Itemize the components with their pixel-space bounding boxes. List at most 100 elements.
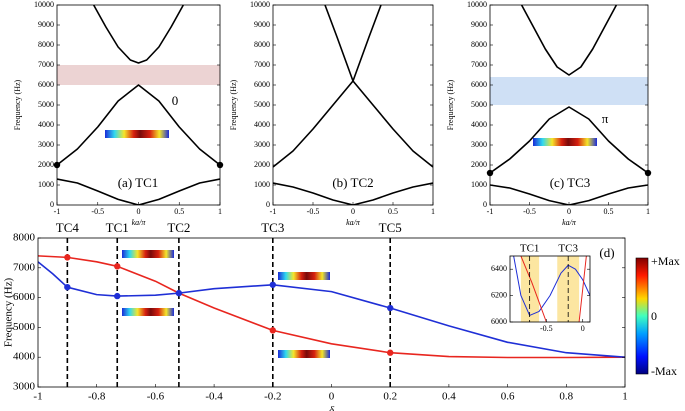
y-tick-label: 3000 [38, 140, 54, 149]
x-tick-label: -1 [33, 390, 42, 402]
x-tick-label: -1 [54, 207, 61, 216]
x-tick-label: 0.8 [559, 390, 573, 402]
x-tick-label: -0.5 [91, 207, 104, 216]
x-tick-label: 0.5 [174, 207, 184, 216]
data-point [269, 327, 276, 334]
y-tick-label: 9000 [38, 20, 54, 29]
mode-shape [278, 272, 330, 280]
x-tick-label: 0 [567, 207, 571, 216]
plot-area [273, 5, 433, 205]
curve [490, 106, 648, 174]
y-tick-label: 3000 [471, 140, 487, 149]
y-tick-label: 8000 [38, 40, 54, 49]
y-tick-label: 6000 [254, 80, 270, 89]
y-axis-label: Frequency (Hz) [446, 79, 455, 130]
x-tick-label: 0.5 [388, 207, 398, 216]
colorbar-label: 0 [651, 309, 657, 323]
plot-area [510, 256, 590, 322]
y-tick-label: 5000 [38, 100, 54, 109]
y-tick-label: 3000 [13, 381, 36, 393]
y-tick-label: 6400 [491, 264, 507, 273]
y-tick-label: 4000 [254, 120, 270, 129]
y-tick-label: 4000 [38, 120, 54, 129]
curve [490, 184, 648, 205]
mode-shape [122, 250, 174, 258]
colorbar-label: -Max [651, 364, 677, 378]
band-gap [490, 77, 648, 105]
y-tick-label: 6000 [13, 291, 36, 303]
plot-area [57, 5, 220, 205]
y-tick-label: 10000 [34, 0, 54, 9]
x-tick-label: -1 [487, 207, 494, 216]
y-tick-label: 6200 [491, 290, 507, 299]
marker-label: TC5 [379, 220, 402, 235]
x-tick-label: 0.5 [604, 207, 614, 216]
y-tick-label: 7000 [471, 60, 487, 69]
x-tick-label: 0 [137, 207, 141, 216]
marker-label: TC1 [520, 243, 540, 255]
y-tick-label: 7000 [38, 60, 54, 69]
y-tick-label: 4000 [13, 351, 36, 363]
y-axis-label: Frequency (Hz) [229, 79, 238, 130]
y-tick-label: 5000 [13, 321, 36, 333]
curve [520, 5, 618, 76]
curve [273, 5, 382, 168]
y-tick-label: 5000 [471, 100, 487, 109]
marker-label: TC2 [167, 220, 190, 235]
x-tick-label: 0 [351, 207, 355, 216]
data-point [114, 292, 121, 300]
x-tick-label: -0.6 [147, 390, 165, 402]
y-tick-label: 7000 [13, 261, 36, 273]
curve [57, 84, 220, 166]
curve [38, 255, 625, 359]
x-tick-label: 1 [218, 207, 222, 216]
colorbar-label: +Max [651, 254, 680, 268]
annotation: (d) [599, 245, 614, 260]
x-tick-label: -0.5 [540, 324, 553, 333]
data-point [269, 281, 276, 288]
annotation: (a) TC1 [118, 175, 159, 190]
x-tick-label: 0.6 [501, 390, 515, 402]
y-tick-label: 2000 [38, 160, 54, 169]
y-tick-label: 0 [483, 200, 487, 209]
y-tick-label: 0 [266, 200, 270, 209]
data-point [387, 349, 394, 356]
axes-frame [272, 4, 434, 206]
y-axis-label: Frequency (Hz) [13, 79, 22, 130]
x-tick-label: -0.4 [205, 390, 223, 402]
x-tick-label: 1 [431, 207, 435, 216]
x-axis-label: ka/π [346, 218, 361, 227]
y-tick-label: 6000 [471, 80, 487, 89]
curve [520, 256, 547, 322]
data-point [175, 289, 183, 297]
x-tick-label: -0.5 [307, 207, 320, 216]
data-point [387, 304, 394, 312]
y-tick-label: 8000 [471, 40, 487, 49]
y-tick-label: 9000 [471, 20, 487, 29]
x-tick-label: 1 [622, 390, 628, 402]
annotation: (b) TC2 [332, 175, 373, 190]
y-tick-label: 1000 [38, 180, 54, 189]
curve [513, 256, 590, 316]
x-tick-label: -0.8 [88, 390, 106, 402]
y-axis-label: Frequency (Hz) [3, 278, 15, 348]
y-tick-label: 7000 [254, 60, 270, 69]
y-tick-label: 8000 [13, 232, 36, 244]
y-tick-label: 9000 [254, 20, 270, 29]
plot-area [490, 5, 648, 205]
y-tick-label: 8000 [254, 40, 270, 49]
y-tick-label: 0 [50, 200, 54, 209]
x-axis-label: ka/π [562, 218, 577, 227]
mode-shape [533, 138, 597, 146]
axes-frame [509, 255, 591, 323]
x-tick-label: -0.5 [523, 207, 536, 216]
annotation: (c) TC3 [550, 175, 591, 190]
data-point [64, 254, 71, 261]
y-tick-label: 5000 [254, 100, 270, 109]
x-tick-label: 0.2 [383, 390, 397, 402]
x-tick-label: -0.2 [264, 390, 281, 402]
y-tick-label: 1000 [254, 180, 270, 189]
curve [92, 5, 185, 64]
curve [578, 256, 587, 322]
y-tick-label: 2000 [254, 160, 270, 169]
